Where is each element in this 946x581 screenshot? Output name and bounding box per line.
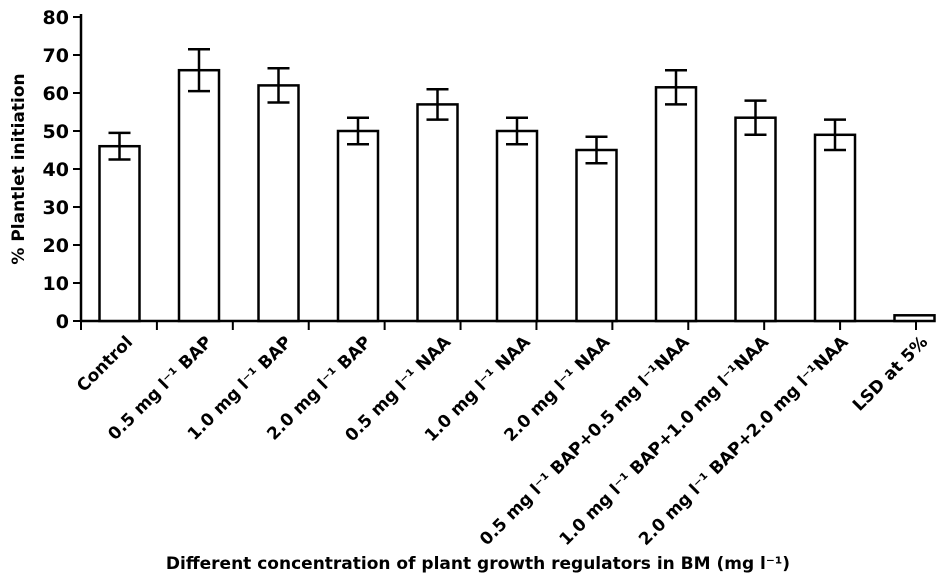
bar xyxy=(259,85,299,321)
bar xyxy=(497,131,537,321)
bar xyxy=(338,131,378,321)
x-axis-title: Different concentration of plant growth … xyxy=(166,554,790,574)
bar xyxy=(815,135,855,321)
y-tick-label: 20 xyxy=(43,235,69,257)
x-tick-label: Control xyxy=(73,332,137,396)
y-tick-label: 0 xyxy=(56,311,69,333)
y-tick-label: 50 xyxy=(43,121,69,143)
bar xyxy=(895,315,935,321)
y-tick-label: 10 xyxy=(43,273,69,295)
bars xyxy=(100,70,935,321)
y-ticks: 0 10 20 30 40 50 60 70 80 xyxy=(43,7,81,333)
y-tick-label: 80 xyxy=(43,7,69,29)
y-tick-label: 60 xyxy=(43,83,69,105)
bar xyxy=(179,70,219,321)
bar xyxy=(418,104,458,321)
x-ticks xyxy=(81,321,916,330)
bar xyxy=(100,146,140,321)
y-axis-title: % Plantlet initiation xyxy=(9,73,29,264)
y-tick-label: 40 xyxy=(43,159,69,181)
bar xyxy=(656,87,696,321)
y-tick-label: 70 xyxy=(43,45,69,67)
bar xyxy=(577,150,617,321)
y-tick-label: 30 xyxy=(43,197,69,219)
bar xyxy=(736,118,776,321)
x-tick-label: LSD at 5% xyxy=(849,332,932,415)
